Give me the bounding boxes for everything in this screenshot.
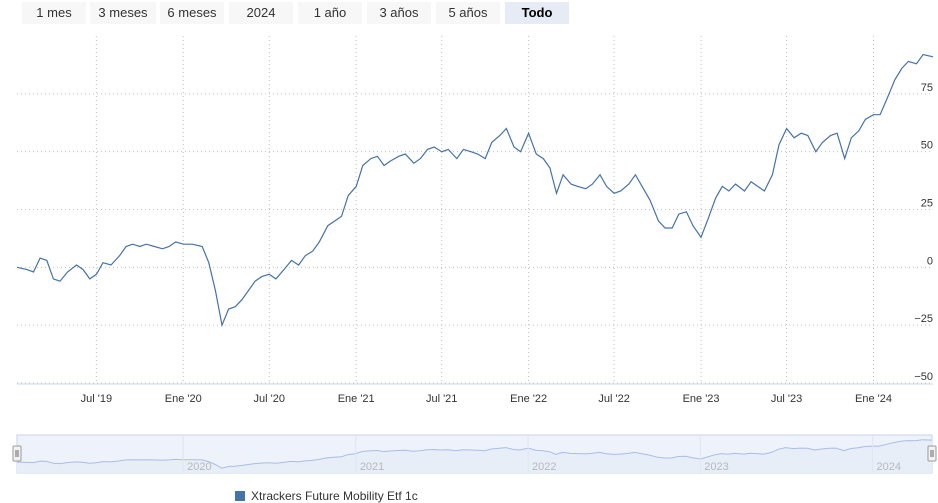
x-axis: Jul '19 Ene '20 Jul '20 Ene '21 Jul '21 Ene '… — [17, 383, 933, 405]
range-button-1-mes[interactable]: 1 mes — [22, 2, 86, 24]
y-tick-label: −50 — [914, 371, 933, 383]
series-line — [16, 53, 934, 328]
y-tick-label: 0 — [927, 255, 933, 267]
range-button-1-ano[interactable]: 1 año — [298, 2, 362, 24]
legend-swatch — [235, 490, 245, 501]
legend-label: Xtrackers Future Mobility Etf 1c — [251, 488, 418, 503]
navigator-handle-right[interactable] — [927, 445, 937, 462]
grid — [17, 36, 933, 384]
x-tick-label: Jul '22 — [598, 393, 629, 405]
y-tick-label: 50 — [921, 140, 933, 152]
navigator-handle-left[interactable] — [12, 445, 22, 462]
navigator[interactable]: 2020 2021 2022 2023 2024 — [12, 434, 937, 474]
x-tick-label: Jul '21 — [426, 393, 457, 405]
navigator-label: 2020 — [187, 461, 211, 473]
x-tick-label: Ene '20 — [165, 393, 202, 405]
x-tick-label: Ene '21 — [338, 393, 375, 405]
line-chart: Jul '19 Ene '20 Jul '20 Ene '21 Jul '21 Ene '… — [12, 36, 937, 474]
range-button-3-anos[interactable]: 3 años — [367, 2, 431, 24]
range-button-2024[interactable]: 2024 — [229, 2, 293, 24]
y-tick-label: 75 — [921, 82, 933, 94]
y-tick-label: −25 — [914, 313, 933, 325]
x-tick-label: Jul '20 — [254, 393, 285, 405]
x-tick-label: Ene '23 — [683, 393, 720, 405]
navigator-label: 2022 — [532, 461, 556, 473]
navigator-line — [16, 439, 933, 469]
navigator-area — [17, 439, 932, 473]
x-tick-label: Ene '24 — [855, 393, 892, 405]
range-button-5-anos[interactable]: 5 años — [436, 2, 500, 24]
y-axis: −50 −25 0 25 50 75 — [914, 82, 933, 383]
x-tick-label: Ene '22 — [510, 393, 547, 405]
x-tick-label: Jul '19 — [81, 393, 112, 405]
range-selector: 1 mes 3 meses 6 meses 2024 1 año 3 años … — [0, 0, 600, 26]
y-tick-label: 25 — [921, 198, 933, 210]
range-button-todo[interactable]: Todo — [505, 2, 569, 24]
navigator-label: 2023 — [704, 461, 728, 473]
range-button-6-meses[interactable]: 6 meses — [160, 2, 224, 24]
navigator-label: 2024 — [877, 461, 901, 473]
range-button-3-meses[interactable]: 3 meses — [90, 2, 156, 24]
legend[interactable]: Xtrackers Future Mobility Etf 1c — [235, 488, 418, 503]
navigator-label: 2021 — [360, 461, 384, 473]
x-tick-label: Jul '23 — [771, 393, 802, 405]
